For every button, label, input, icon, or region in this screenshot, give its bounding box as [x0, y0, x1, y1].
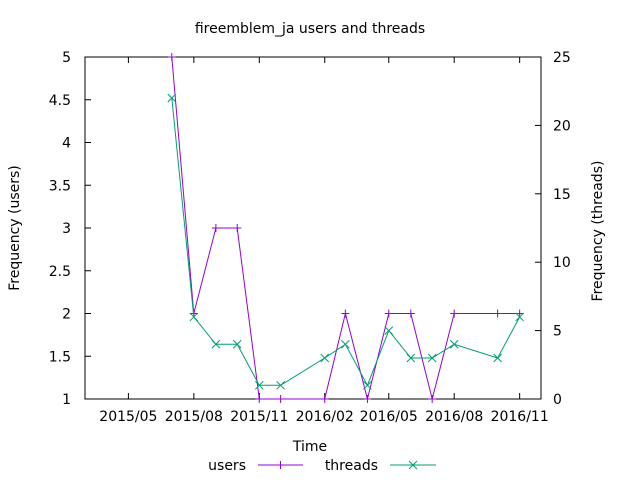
- legend-label-users: users: [208, 458, 246, 474]
- threads-point: [276, 380, 285, 390]
- y-tick-label: 1.5: [49, 349, 71, 365]
- users-point: [384, 309, 393, 318]
- threads-point: [232, 339, 242, 349]
- threads-point: [167, 93, 177, 103]
- users-line: [171, 56, 520, 400]
- y2-tick-label: 10: [553, 255, 571, 271]
- users-point: [341, 309, 350, 318]
- x-tick-label: 2015/05: [99, 409, 157, 425]
- legend-marker-users: [276, 461, 285, 469]
- users-point: [167, 53, 176, 61]
- x-tick-label: 2015/11: [230, 409, 288, 425]
- y-tick-label: 4.5: [49, 93, 71, 109]
- threads-line: [171, 97, 521, 387]
- legend: users threads: [208, 458, 436, 474]
- y-axis-left: 1 1.5 2 2.5 3 3.5 4 4.5 5: [49, 50, 91, 408]
- threads-point: [406, 353, 416, 363]
- x-tick-label: 2016/08: [425, 409, 483, 425]
- users-point: [255, 395, 264, 403]
- y2-tick-label: 5: [553, 324, 562, 340]
- users-point: [515, 309, 524, 318]
- users-point: [406, 309, 415, 318]
- threads-point: [493, 353, 502, 363]
- threads-point: [449, 339, 459, 349]
- users-point: [276, 395, 285, 403]
- y-tick-label: 2: [62, 307, 71, 323]
- threads-point: [341, 339, 350, 349]
- x-tick-label: 2016/05: [360, 409, 418, 425]
- x-axis-label: Time: [292, 439, 327, 455]
- users-point: [450, 309, 459, 318]
- chart-title: fireemblem_ja users and threads: [195, 21, 425, 37]
- plot-frame: [84, 56, 542, 400]
- y-tick-label: 5: [62, 50, 71, 66]
- y-tick-label: 4: [62, 136, 71, 152]
- threads-point: [320, 353, 330, 363]
- y-tick-label: 2.5: [49, 264, 71, 280]
- y-tick-label: 3: [62, 221, 71, 237]
- users-point: [493, 309, 502, 318]
- users-point: [428, 395, 437, 403]
- users-point: [233, 224, 242, 232]
- x-tick-label: 2016/02: [296, 409, 354, 425]
- x-tick-label: 2016/11: [491, 409, 549, 425]
- y-tick-label: 3.5: [49, 178, 71, 194]
- threads-point: [254, 380, 264, 390]
- x-tick-label: 2015/08: [165, 409, 223, 425]
- threads-point: [211, 339, 221, 349]
- y2-tick-label: 25: [553, 50, 571, 66]
- legend-label-threads: threads: [325, 458, 378, 474]
- y2-tick-label: 0: [553, 392, 562, 408]
- users-point: [320, 395, 329, 403]
- y2-tick-label: 15: [553, 187, 571, 203]
- users-point: [211, 224, 220, 232]
- threads-point: [515, 312, 525, 322]
- threads-point: [384, 326, 394, 335]
- legend-marker-threads: [408, 460, 418, 470]
- y-axis-label-left: Frequency (users): [7, 165, 23, 291]
- series-users: [167, 53, 524, 403]
- plot-frame-group: [84, 56, 542, 400]
- x-axis: 2015/05 2015/08 2015/11 2016/02 2016/05 2016/…: [99, 57, 549, 425]
- threads-point: [427, 353, 437, 363]
- series-threads: [167, 93, 525, 390]
- y2-tick-label: 20: [553, 118, 571, 134]
- y-axis-right: 0 5 10 15 20 25: [535, 50, 571, 408]
- threads-point: [189, 312, 199, 322]
- y-tick-label: 1: [62, 392, 71, 408]
- y-axis-label-right: Frequency (threads): [590, 161, 606, 302]
- threads-point: [363, 380, 372, 390]
- users-point: [363, 395, 372, 403]
